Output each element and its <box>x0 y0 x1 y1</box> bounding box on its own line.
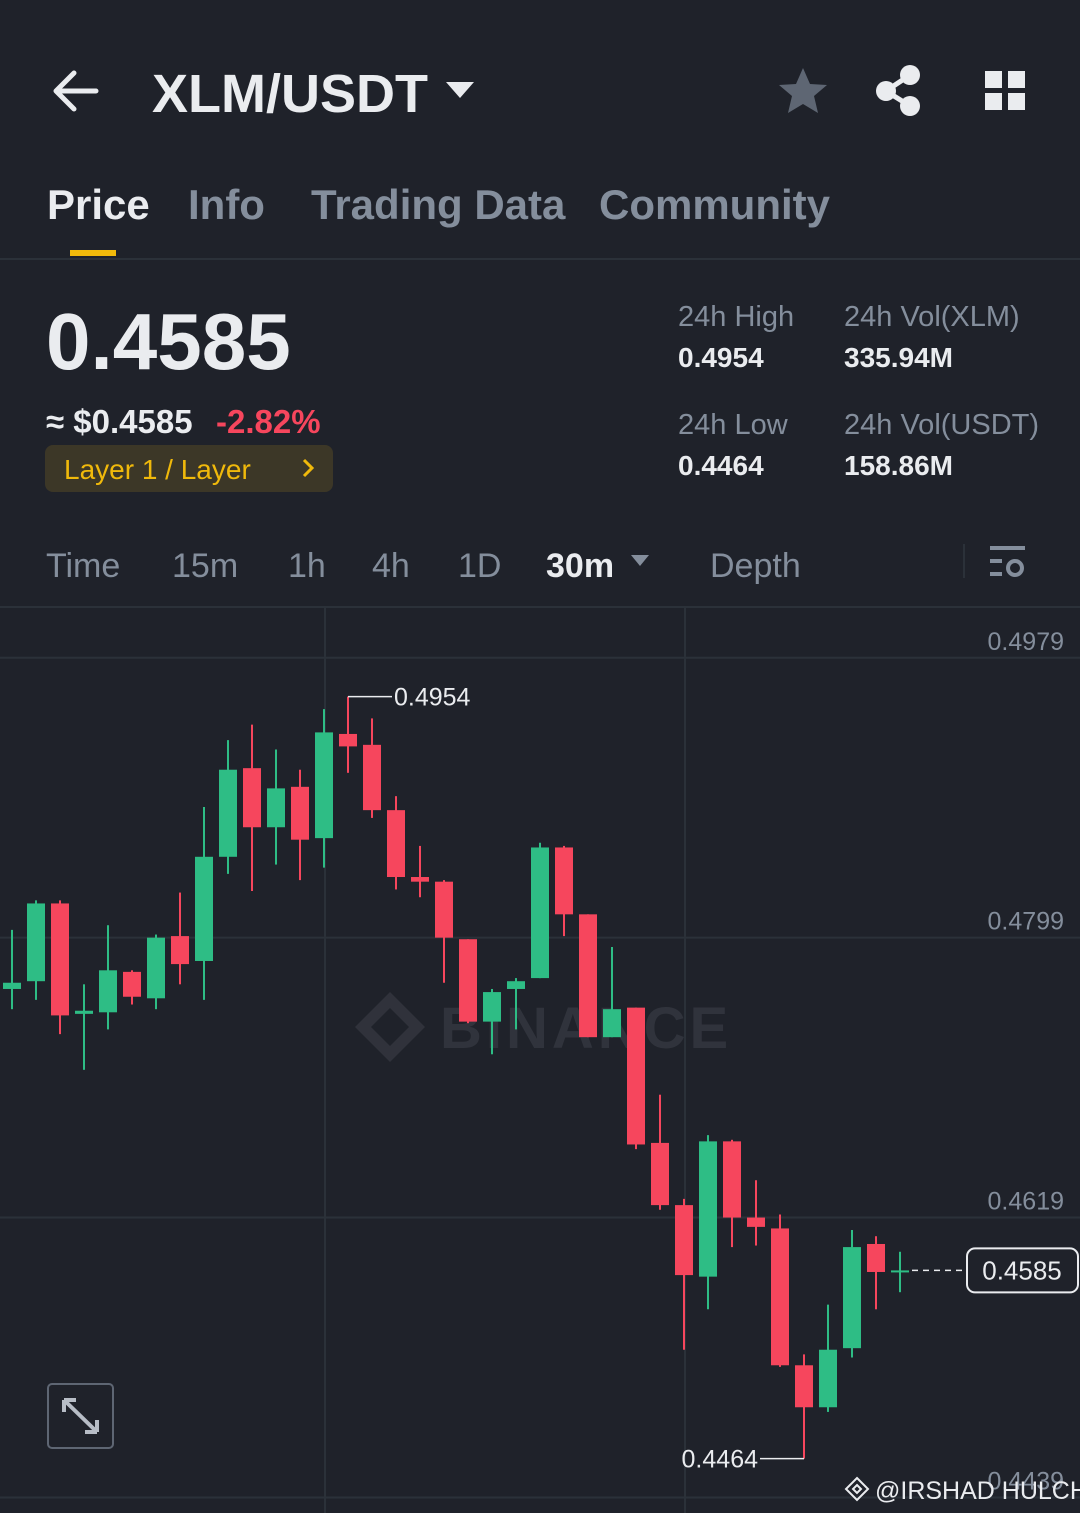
tab[interactable]: Community <box>599 181 831 228</box>
candle-body <box>435 881 453 938</box>
expand-button[interactable] <box>47 1383 114 1449</box>
stat-value: 0.4464 <box>678 450 764 481</box>
tab-indicator <box>70 250 116 256</box>
candle-body <box>723 1141 741 1218</box>
share-icon[interactable] <box>876 65 920 116</box>
chart-settings-icon[interactable] <box>990 546 1025 577</box>
credit-logo <box>844 1476 870 1502</box>
candle-body <box>147 937 165 999</box>
candle-body <box>3 982 21 989</box>
candle-body <box>795 1365 813 1408</box>
candlestick-chart: BINANCE 0.49790.47990.46190.44390.49540.… <box>0 608 1080 1513</box>
interval[interactable]: Time <box>46 547 120 585</box>
candle-body <box>555 847 573 915</box>
low-label: 0.4464 <box>682 1446 759 1474</box>
grid-icon[interactable] <box>985 71 1025 110</box>
y-tick-label: 0.4619 <box>988 1188 1064 1216</box>
pair-title[interactable]: XLM/USDT <box>152 64 428 124</box>
pair-dropdown[interactable] <box>446 82 474 98</box>
candle-body <box>819 1349 837 1408</box>
candle-body <box>411 877 429 882</box>
stat-value: 0.4954 <box>678 342 764 373</box>
candle-body <box>483 992 501 1022</box>
stat-label: 24h High <box>678 301 794 333</box>
candle-body <box>51 903 69 1016</box>
candle-body <box>315 732 333 839</box>
candle-body <box>123 971 141 997</box>
divider <box>0 258 1080 260</box>
candle-body <box>771 1228 789 1366</box>
stat-label: 24h Low <box>678 409 789 441</box>
stat-label: 24h Vol(XLM) <box>844 301 1020 333</box>
candle-body <box>267 788 285 828</box>
candle-body <box>387 810 405 878</box>
favorite-icon[interactable] <box>779 68 827 113</box>
candle-body <box>867 1243 885 1272</box>
y-tick-label: 0.4799 <box>988 908 1064 936</box>
y-tick-label: 0.4979 <box>988 628 1064 656</box>
candle-body <box>459 939 477 1022</box>
credit: @IRSHAD HULCH <box>875 1477 1080 1505</box>
last-price: 0.4585 <box>46 297 291 386</box>
candle-body <box>243 768 261 828</box>
candle-body <box>675 1205 693 1276</box>
candle-body <box>195 856 213 961</box>
interval[interactable]: 15m <box>172 547 238 585</box>
candle-body <box>603 1009 621 1038</box>
candle-body <box>507 981 525 989</box>
tag-chip[interactable] <box>45 445 333 492</box>
high-label: 0.4954 <box>394 684 471 712</box>
tab[interactable]: Trading Data <box>311 181 566 228</box>
tab[interactable]: Price <box>47 181 150 228</box>
watermark-logo <box>355 992 425 1062</box>
interval-dropdown[interactable] <box>631 555 649 566</box>
interval[interactable]: 1D <box>458 547 501 585</box>
last-price-label: 0.4585 <box>982 1255 1062 1285</box>
candle-body <box>363 744 381 811</box>
fiat-price: ≈ $0.4585 <box>46 403 193 440</box>
stat-value: 335.94M <box>844 342 953 373</box>
interval[interactable]: 4h <box>372 547 410 585</box>
candle-body <box>627 1007 645 1145</box>
candle-body <box>339 733 357 747</box>
stat-value: 158.86M <box>844 450 953 481</box>
candle-body <box>291 786 309 840</box>
candle-body <box>699 1141 717 1277</box>
price-change: -2.82% <box>216 403 321 440</box>
divider <box>0 606 1080 608</box>
interval[interactable]: Depth <box>710 547 801 585</box>
y-tick-label: 0.4439 <box>988 1467 1064 1495</box>
interval[interactable]: 30m <box>546 547 614 585</box>
candle-body <box>171 936 189 965</box>
tab[interactable]: Info <box>188 181 265 228</box>
candle-body <box>651 1142 669 1206</box>
candle-body <box>27 903 45 982</box>
tag-arrow[interactable] <box>302 458 315 478</box>
interval[interactable]: 1h <box>288 547 326 585</box>
candle-body <box>99 970 117 1013</box>
candle-body <box>579 914 597 1038</box>
tag-text[interactable]: Layer 1 / Layer <box>64 454 251 485</box>
candle-body <box>891 1270 909 1273</box>
last-price-box <box>966 1247 1079 1294</box>
candle-body <box>531 847 549 979</box>
stat-label: 24h Vol(USDT) <box>844 409 1039 441</box>
back-button[interactable] <box>53 70 99 112</box>
candle-body <box>747 1217 765 1227</box>
candle-body <box>75 1010 93 1014</box>
candle-body <box>843 1247 861 1349</box>
divider <box>963 544 965 578</box>
candle-body <box>219 769 237 857</box>
